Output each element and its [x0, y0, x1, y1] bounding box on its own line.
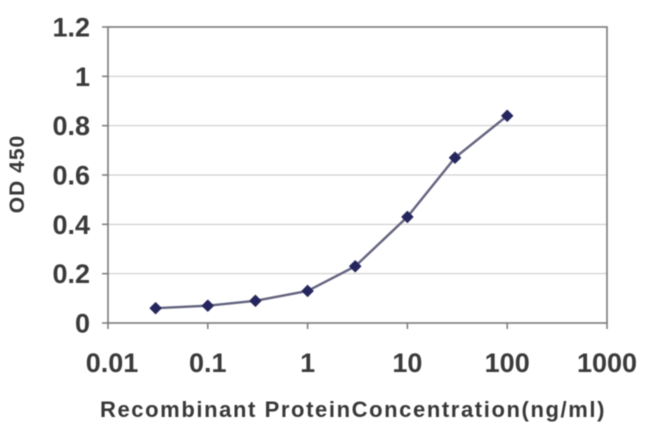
series-line: [154, 114, 509, 310]
x-tick-label: 1000: [577, 348, 637, 378]
x-tick-label: 1: [300, 348, 315, 378]
data-point-marker: [249, 294, 262, 307]
data-point-marker: [301, 284, 314, 298]
y-axis-title: OD 450: [6, 134, 29, 214]
x-tick-label: 100: [485, 348, 530, 378]
data-point-marker: [201, 299, 214, 312]
y-tick-label: 1.2: [52, 13, 90, 43]
y-tick-label: 0.4: [52, 210, 90, 240]
y-tick-label: 0.2: [52, 259, 90, 289]
x-tick-label: 0.1: [189, 348, 227, 378]
x-tick-label: 10: [392, 348, 422, 378]
x-axis-title: Recombinant ProteinConcentration(ng/ml): [99, 397, 607, 422]
data-point-marker: [149, 302, 162, 315]
y-tick-label: 0.8: [52, 111, 90, 141]
data-point-marker: [501, 109, 514, 122]
data-point-marker: [349, 260, 362, 273]
y-tick-label: 1: [75, 62, 90, 92]
y-tick-label: 0.6: [52, 161, 90, 191]
y-tick-label: 0: [75, 309, 90, 339]
data-point-marker: [401, 210, 414, 224]
x-tick-label: 0.01: [86, 348, 139, 378]
data-point-marker: [448, 151, 462, 164]
